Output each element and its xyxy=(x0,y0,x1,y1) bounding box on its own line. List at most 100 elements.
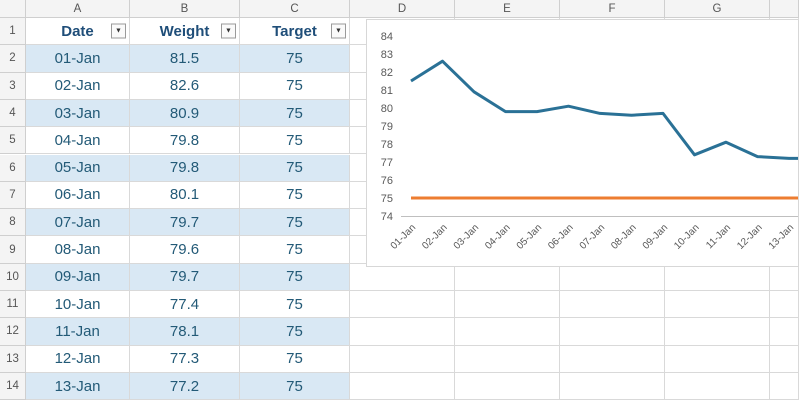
row-header-3[interactable]: 3 xyxy=(0,72,26,100)
column-header-E[interactable]: E xyxy=(455,0,560,18)
cell[interactable] xyxy=(350,372,455,400)
table-cell[interactable]: 12-Jan xyxy=(26,345,130,373)
row-header-11[interactable]: 11 xyxy=(0,291,26,319)
row-header-1[interactable]: 1 xyxy=(0,18,26,46)
cell[interactable] xyxy=(350,263,455,291)
table-cell[interactable]: 75 xyxy=(240,318,350,346)
cell[interactable] xyxy=(665,263,770,291)
table-cell[interactable]: 05-Jan xyxy=(26,154,130,182)
table-cell[interactable]: 03-Jan xyxy=(26,99,130,128)
filter-dropdown-button[interactable]: ▼ xyxy=(331,23,346,39)
row-header-14[interactable]: 14 xyxy=(0,372,26,400)
table-cell[interactable]: 01-Jan xyxy=(26,45,130,73)
column-header-B[interactable]: B xyxy=(130,0,240,18)
table-cell[interactable]: 75 xyxy=(240,291,350,319)
cell[interactable] xyxy=(455,263,560,291)
column-header-C[interactable]: C xyxy=(240,0,350,18)
column-header-A[interactable]: A xyxy=(26,0,130,18)
cell[interactable] xyxy=(560,263,665,291)
table-cell[interactable]: 77.3 xyxy=(130,345,240,373)
table-cell[interactable]: 79.7 xyxy=(130,209,240,237)
filter-dropdown-button[interactable]: ▼ xyxy=(221,23,236,39)
row-header-9[interactable]: 9 xyxy=(0,236,26,264)
table-header-target[interactable]: Target ▼ xyxy=(240,18,350,46)
cell[interactable] xyxy=(770,345,799,373)
x-axis-label: 09-Jan xyxy=(641,222,670,251)
cell[interactable] xyxy=(665,345,770,373)
row-header-10[interactable]: 10 xyxy=(0,263,26,291)
table-cell[interactable]: 80.9 xyxy=(130,99,240,128)
cell[interactable] xyxy=(455,291,560,319)
column-header-D[interactable]: D xyxy=(350,0,455,18)
table-cell[interactable]: 77.2 xyxy=(130,372,240,400)
row-header-12[interactable]: 12 xyxy=(0,318,26,346)
cell[interactable] xyxy=(455,318,560,346)
table-cell[interactable]: 75 xyxy=(240,263,350,291)
table-header-date[interactable]: Date ▼ xyxy=(26,18,130,46)
table-cell[interactable]: 81.5 xyxy=(130,45,240,73)
cell[interactable] xyxy=(560,345,665,373)
cell[interactable] xyxy=(455,372,560,400)
table-cell[interactable]: 75 xyxy=(240,345,350,373)
table-cell[interactable]: 75 xyxy=(240,372,350,400)
table-cell[interactable]: 79.8 xyxy=(130,154,240,182)
table-cell[interactable]: 75 xyxy=(240,181,350,210)
cell[interactable] xyxy=(770,372,799,400)
table-cell[interactable]: 10-Jan xyxy=(26,291,130,319)
x-axis-label: 12-Jan xyxy=(735,222,764,251)
column-header-G[interactable]: G xyxy=(665,0,770,18)
table-cell[interactable]: 75 xyxy=(240,99,350,128)
cell[interactable] xyxy=(350,345,455,373)
cell[interactable] xyxy=(665,372,770,400)
table-cell[interactable]: 78.1 xyxy=(130,318,240,346)
weight-series-line[interactable] xyxy=(410,59,799,160)
row-header-2[interactable]: 2 xyxy=(0,45,26,73)
x-axis-label: 01-Jan xyxy=(389,222,418,251)
table-cell[interactable]: 75 xyxy=(240,154,350,182)
table-cell[interactable]: 79.6 xyxy=(130,236,240,264)
row-header-4[interactable]: 4 xyxy=(0,99,26,128)
cell[interactable] xyxy=(455,345,560,373)
table-cell[interactable]: 06-Jan xyxy=(26,181,130,210)
cell[interactable] xyxy=(560,291,665,319)
table-cell[interactable]: 75 xyxy=(240,72,350,100)
table-cell[interactable]: 77.4 xyxy=(130,291,240,319)
cell[interactable] xyxy=(770,291,799,319)
table-cell[interactable]: 79.8 xyxy=(130,127,240,155)
table-cell[interactable]: 75 xyxy=(240,236,350,264)
cell[interactable] xyxy=(350,291,455,319)
table-cell[interactable]: 13-Jan xyxy=(26,372,130,400)
row-header-6[interactable]: 6 xyxy=(0,154,26,182)
cell[interactable] xyxy=(665,318,770,346)
y-axis-label: 80 xyxy=(381,103,393,115)
cell[interactable] xyxy=(560,372,665,400)
column-header-F[interactable]: F xyxy=(560,0,665,18)
filter-dropdown-button[interactable]: ▼ xyxy=(111,23,126,39)
row-header-8[interactable]: 8 xyxy=(0,209,26,237)
row-header-13[interactable]: 13 xyxy=(0,345,26,373)
table-cell[interactable]: 11-Jan xyxy=(26,318,130,346)
table-cell[interactable]: 02-Jan xyxy=(26,72,130,100)
table-cell[interactable]: 82.6 xyxy=(130,72,240,100)
cell[interactable] xyxy=(350,318,455,346)
embedded-weight-chart[interactable]: 84 83 82 81 80 79 78 77 76 75 74 01-Jan 02-Jan 03-Jan… xyxy=(366,19,799,267)
table-cell[interactable]: 75 xyxy=(240,45,350,73)
cell[interactable] xyxy=(770,263,799,291)
table-cell[interactable]: 07-Jan xyxy=(26,209,130,237)
row-header-5[interactable]: 5 xyxy=(0,127,26,155)
cell[interactable] xyxy=(770,318,799,346)
table-cell[interactable]: 04-Jan xyxy=(26,127,130,155)
select-all-corner[interactable] xyxy=(0,0,26,18)
table-cell[interactable]: 75 xyxy=(240,127,350,155)
table-cell[interactable]: 79.7 xyxy=(130,263,240,291)
table-cell[interactable]: 08-Jan xyxy=(26,236,130,264)
table-cell[interactable]: 09-Jan xyxy=(26,263,130,291)
cell[interactable] xyxy=(560,318,665,346)
row-header-7[interactable]: 7 xyxy=(0,181,26,210)
table-cell[interactable]: 75 xyxy=(240,209,350,237)
table-header-weight[interactable]: Weight ▼ xyxy=(130,18,240,46)
table-cell[interactable]: 80.1 xyxy=(130,181,240,210)
cell[interactable] xyxy=(665,291,770,319)
x-axis-label: 05-Jan xyxy=(515,222,544,251)
column-header-partial[interactable] xyxy=(770,0,799,18)
